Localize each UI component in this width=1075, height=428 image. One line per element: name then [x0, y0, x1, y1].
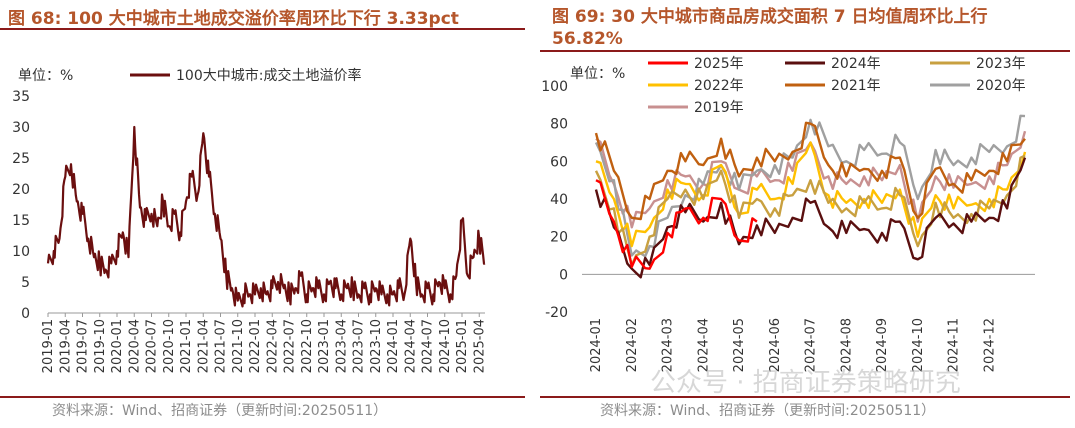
- left-xtick-label-20: 2024-01: [386, 319, 401, 373]
- right-xtick-label-10: 2024-11: [947, 318, 962, 372]
- right-ytick-label-5: 80: [550, 117, 568, 133]
- right-ytick-label-0: -20: [545, 305, 568, 321]
- left-xtick-label-18: 2023-07: [352, 319, 367, 373]
- right-legend-label-5: 2020年: [976, 78, 1026, 94]
- right-title-rule: [540, 50, 1070, 52]
- right-series-line-2023年: [594, 154, 1026, 267]
- right-xtick-label-6: 2024-07: [804, 318, 819, 372]
- left-line-chart: 单位：% 100大中城市:成交土地溢价率 0 5 10 15 20 25 30 35 2019-01…: [12, 67, 487, 373]
- left-xtick-label-15: 2022-10: [300, 319, 315, 373]
- watermark-text: 公众号 · 招商证券策略研究: [650, 368, 961, 398]
- left-xtick-label-2: 2019-07: [76, 319, 91, 373]
- right-ytick-label-6: 100: [541, 79, 568, 95]
- left-ytick-label-1: 5: [21, 275, 30, 291]
- right-legend-label-4: 2021年: [831, 78, 881, 94]
- right-chart-panel: 图 69: 30 大中城市商品房成交面积 7 日均值周环比上行 56.82% 单…: [540, 0, 1075, 424]
- right-xtick-label-4: 2024-05: [732, 318, 747, 372]
- left-xtick-label-13: 2022-04: [265, 319, 280, 373]
- right-legend-label-1: 2024年: [831, 56, 881, 72]
- left-bottom-rule: [0, 396, 525, 398]
- left-xtick-label-0: 2019-01: [41, 319, 56, 373]
- left-xtick-label-16: 2023-01: [317, 319, 332, 373]
- left-unit-label: 单位：%: [18, 68, 73, 84]
- left-xtick-label-23: 2024-10: [438, 319, 453, 373]
- right-legend-label-3: 2022年: [694, 78, 744, 94]
- right-xtick-label-8: 2024-09: [875, 318, 890, 372]
- right-series-line-2025年: [595, 179, 758, 270]
- left-xtick-label-21: 2024-04: [403, 319, 418, 373]
- right-series-line-2024年: [594, 157, 1027, 279]
- left-xtick-label-1: 2019-04: [58, 319, 73, 373]
- left-xtick-label-24: 2025-01: [455, 319, 470, 373]
- right-legend-label-6: 2019年: [694, 100, 744, 116]
- left-ytick-label-4: 20: [12, 182, 30, 198]
- left-xtick-label-4: 2020-01: [110, 319, 125, 373]
- right-legend-label-0: 2025年: [694, 56, 744, 72]
- left-chart-panel: 图 68: 100 大中城市土地成交溢价率周环比下行 3.33pct 单位：% 1…: [0, 0, 530, 424]
- left-xtick-label-10: 2021-07: [214, 319, 229, 373]
- right-series-line-2021年: [594, 121, 1026, 221]
- left-series-line-land-premium: [46, 125, 486, 308]
- right-series-line-2022年: [595, 141, 1027, 248]
- right-xtick-label-5: 2024-06: [768, 318, 783, 372]
- right-ytick-label-2: 20: [550, 230, 568, 246]
- right-unit-label: 单位：%: [570, 66, 625, 82]
- left-ytick-label-2: 10: [12, 244, 30, 260]
- left-source-note: 资料来源：Wind、招商证券（更新时间:20250511）: [52, 403, 388, 419]
- left-xtick-label-8: 2021-01: [179, 319, 194, 373]
- left-xtick-label-12: 2022-01: [248, 319, 263, 373]
- right-xtick-label-0: 2024-01: [589, 318, 604, 372]
- left-xtick-label-6: 2020-07: [145, 319, 160, 373]
- left-xtick-label-3: 2019-10: [93, 319, 108, 373]
- right-xtick-label-9: 2024-10: [911, 318, 926, 372]
- left-xtick-label-5: 2020-04: [127, 319, 142, 373]
- right-ytick-label-3: 40: [550, 192, 568, 208]
- left-xtick-label-9: 2021-04: [196, 319, 211, 373]
- left-xtick-label-25: 2025-04: [472, 319, 487, 373]
- right-series-line-2020年: [594, 114, 1026, 258]
- right-bottom-rule: [540, 396, 1070, 398]
- right-ytick-label-4: 60: [550, 154, 568, 170]
- left-chart-title: 图 68: 100 大中城市土地成交溢价率周环比下行 3.33pct: [8, 9, 459, 29]
- left-ytick-label-0: 0: [21, 306, 30, 322]
- right-xtick-label-2: 2024-03: [661, 318, 676, 372]
- left-ytick-label-5: 25: [12, 151, 30, 167]
- left-xtick-label-22: 2024-07: [421, 319, 436, 373]
- left-xtick-label-19: 2023-10: [369, 319, 384, 373]
- right-xtick-label-7: 2024-08: [839, 318, 854, 372]
- right-source-note: 资料来源：Wind、招商证券（更新时间:20250511）: [600, 403, 936, 419]
- left-xtick-label-14: 2022-07: [283, 319, 298, 373]
- left-title-rule: [0, 28, 525, 30]
- right-line-chart: 单位：% 2025年 2024年 2023年 2022年 2021年 2020年 2019年 -…: [541, 56, 1035, 372]
- left-ytick-label-3: 15: [12, 213, 30, 229]
- left-xtick-label-7: 2020-10: [162, 319, 177, 373]
- right-xtick-label-11: 2024-12: [982, 318, 997, 372]
- left-ytick-label-7: 35: [12, 89, 30, 105]
- right-chart-title: 图 69: 30 大中城市商品房成交面积 7 日均值周环比上行 56.82%: [552, 7, 988, 49]
- left-xtick-label-11: 2021-10: [231, 319, 246, 373]
- right-xtick-label-3: 2024-04: [696, 318, 711, 372]
- right-xtick-label-1: 2024-02: [625, 318, 640, 372]
- left-ytick-label-6: 30: [12, 120, 30, 136]
- left-legend-label: 100大中城市:成交土地溢价率: [176, 67, 361, 84]
- right-legend-label-2: 2023年: [976, 56, 1026, 72]
- left-xtick-label-17: 2023-04: [334, 319, 349, 373]
- right-ytick-label-1: 0: [559, 267, 568, 283]
